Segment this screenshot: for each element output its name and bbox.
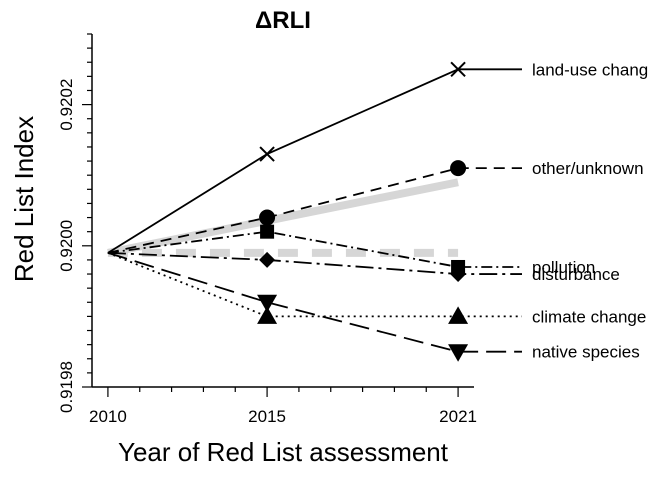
axes: 0.9198 0.9200 0.9202 2010 2015 2021 — [57, 33, 477, 426]
y-tick-label: 0.9202 — [57, 79, 76, 131]
marker-x — [259, 146, 275, 162]
marker-circle — [450, 160, 467, 177]
reference-lines — [107, 178, 459, 257]
chart-title: ΔRLI — [255, 7, 311, 34]
series-line — [107, 68, 522, 254]
marker-diamond — [450, 266, 467, 283]
series-label: other/unknown — [532, 159, 644, 178]
series-label: climate change — [532, 307, 646, 326]
series-markers — [257, 61, 469, 362]
series-label: land-use chang — [532, 60, 648, 79]
series-line — [107, 252, 522, 318]
marker-triangle-up — [448, 306, 469, 324]
y-tick-label: 0.9200 — [57, 220, 76, 272]
x-tick-label: 2010 — [89, 407, 127, 426]
x-tick-label: 2021 — [439, 407, 477, 426]
series-labels: land-use chang other/unknown pollutiondist… — [532, 60, 648, 361]
marker-diamond — [259, 251, 276, 268]
marker-circle — [259, 209, 276, 226]
series-label: disturbance — [532, 265, 620, 284]
series-label: pollution — [532, 258, 595, 277]
marker-triangle-down — [257, 294, 278, 313]
series-line — [107, 230, 522, 268]
series-lines — [107, 68, 522, 353]
series-label: native species — [532, 343, 640, 362]
series-line — [107, 167, 522, 254]
marker-x — [450, 61, 466, 78]
x-tick-label: 2015 — [248, 407, 286, 426]
series-line — [107, 251, 522, 275]
marker-square — [260, 224, 275, 239]
x-axis-label: Year of Red List assessment — [118, 437, 449, 467]
series-line — [107, 252, 522, 353]
y-axis-label: Red List Index — [9, 116, 39, 282]
reference-line — [107, 178, 459, 257]
marker-triangle-up — [257, 306, 278, 324]
y-tick-label: 0.9198 — [57, 361, 76, 413]
marker-triangle-down — [448, 344, 469, 362]
